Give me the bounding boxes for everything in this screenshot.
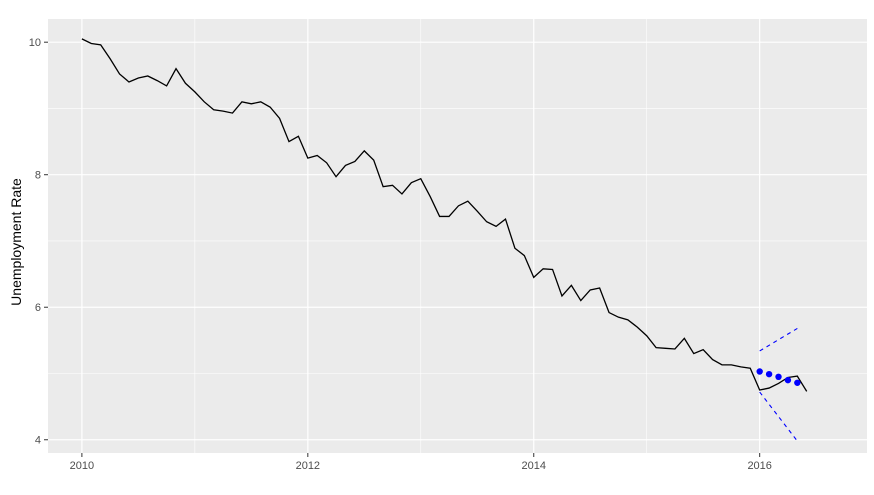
y-tick-label: 10 <box>29 37 41 49</box>
y-tick-label: 8 <box>35 170 41 182</box>
x-tick-label: 2010 <box>70 460 94 472</box>
forecast-point <box>775 373 782 381</box>
tick-labels: 2010 2012 2014 2016 4 6 8 10 <box>29 37 772 472</box>
forecast-point <box>765 370 773 378</box>
x-tick-label: 2016 <box>747 460 771 472</box>
interval-bound-line-3 <box>759 391 798 442</box>
x-tick-label: 2012 <box>296 460 320 472</box>
y-tick-label: 6 <box>35 302 41 314</box>
y-axis-title: Unemployment Rate <box>8 178 24 306</box>
forecast-point <box>784 376 792 384</box>
minor-gridlines <box>48 19 867 453</box>
series-layer <box>81 38 808 442</box>
plot-panel <box>48 19 867 453</box>
actual-rate-line <box>81 38 808 392</box>
major-gridlines <box>48 19 867 453</box>
forecast-point <box>756 368 763 375</box>
y-tick-label: 4 <box>35 435 41 447</box>
forecast-point <box>794 379 801 386</box>
x-tick-label: 2014 <box>522 460 546 472</box>
axis-ticks <box>44 41 761 457</box>
